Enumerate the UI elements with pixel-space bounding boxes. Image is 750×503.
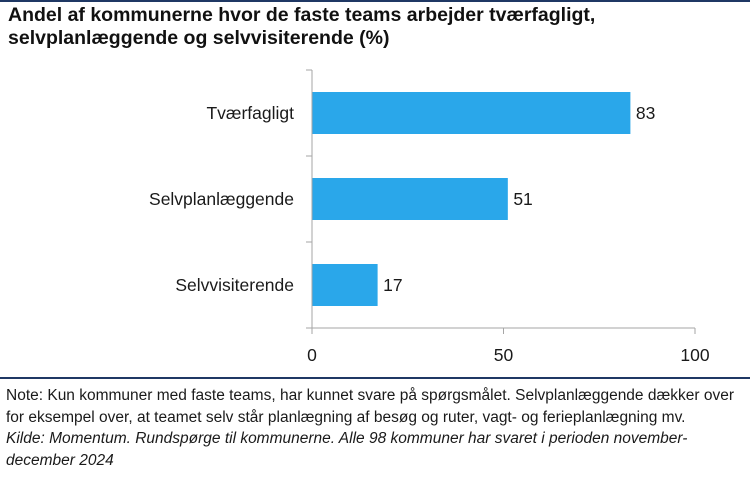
bar-2 bbox=[312, 178, 508, 220]
note-text: Note: Kun kommuner med faste teams, har … bbox=[6, 387, 735, 426]
category-label: Selvvisiterende bbox=[175, 275, 294, 295]
category-label: Tværfagligt bbox=[206, 103, 294, 123]
top-rule bbox=[0, 0, 750, 2]
bars bbox=[312, 92, 631, 306]
x-tick-label: 50 bbox=[494, 345, 514, 365]
x-tick-label: 100 bbox=[680, 345, 709, 365]
value-label: 51 bbox=[513, 189, 532, 209]
bar-chart: 0 50 100 Tværfagligt 83 Selvplanlæggende 51 Sel… bbox=[149, 69, 710, 365]
value-label: 83 bbox=[636, 103, 655, 123]
bar-3 bbox=[312, 264, 378, 306]
source-text: Kilde: Momentum. Rundspørge til kommuner… bbox=[6, 430, 688, 469]
bottom-rule bbox=[0, 377, 750, 379]
axes bbox=[306, 69, 696, 334]
bar-1 bbox=[312, 92, 631, 134]
labels: 0 50 100 Tværfagligt 83 Selvplanlæggende 51 Sel… bbox=[149, 103, 710, 365]
value-label: 17 bbox=[383, 275, 402, 295]
x-tick-label: 0 bbox=[307, 345, 317, 365]
category-label: Selvplanlæggende bbox=[149, 189, 294, 209]
notes: Note: Kun kommuner med faste teams, har … bbox=[6, 385, 746, 471]
chart-title: Andel af kommunerne hvor de faste teams … bbox=[8, 4, 596, 49]
